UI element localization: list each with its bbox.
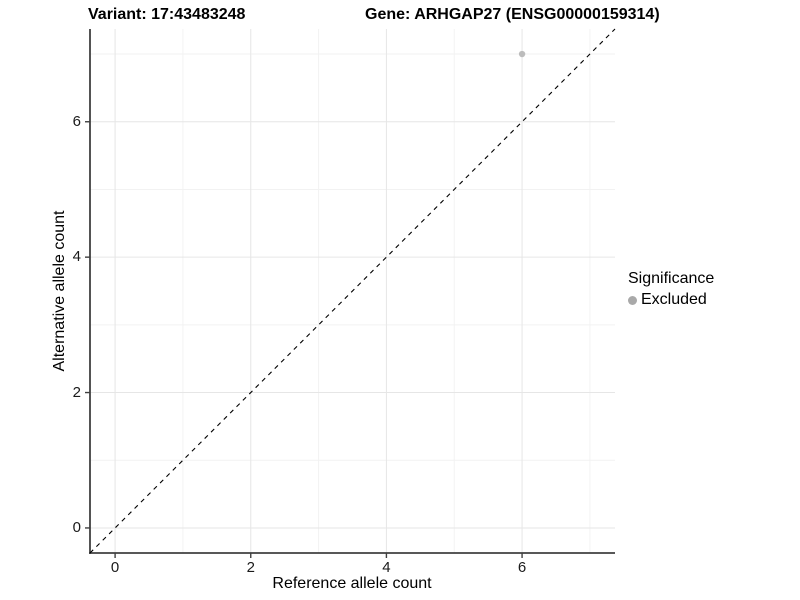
legend: Significance Excluded <box>628 269 714 309</box>
plot-title-gene: Gene: ARHGAP27 (ENSG00000159314) <box>365 6 660 23</box>
identity-dashed-line <box>89 28 616 554</box>
legend-entries: Excluded <box>628 291 714 309</box>
legend-title: Significance <box>628 270 715 287</box>
y-tick-label: 2 <box>72 383 81 401</box>
legend-entry: Excluded <box>628 291 714 309</box>
x-tick-label: 6 <box>517 559 527 576</box>
data-point <box>518 50 526 58</box>
plot-title-variant: Variant: 17:43483248 <box>88 6 246 23</box>
y-tick-label: 6 <box>72 112 81 130</box>
legend-point-icon <box>628 295 637 305</box>
x-tick-label: 2 <box>246 559 255 576</box>
y-tick-label: 0 <box>72 518 81 536</box>
y-axis-title: Alternative allele count <box>51 210 68 372</box>
legend-entry-label: Excluded <box>641 291 707 308</box>
y-tick-label: 4 <box>72 248 81 266</box>
x-axis-title: Reference allele count <box>272 575 432 592</box>
x-tick-label: 4 <box>382 559 391 576</box>
x-tick-label: 0 <box>110 559 120 576</box>
